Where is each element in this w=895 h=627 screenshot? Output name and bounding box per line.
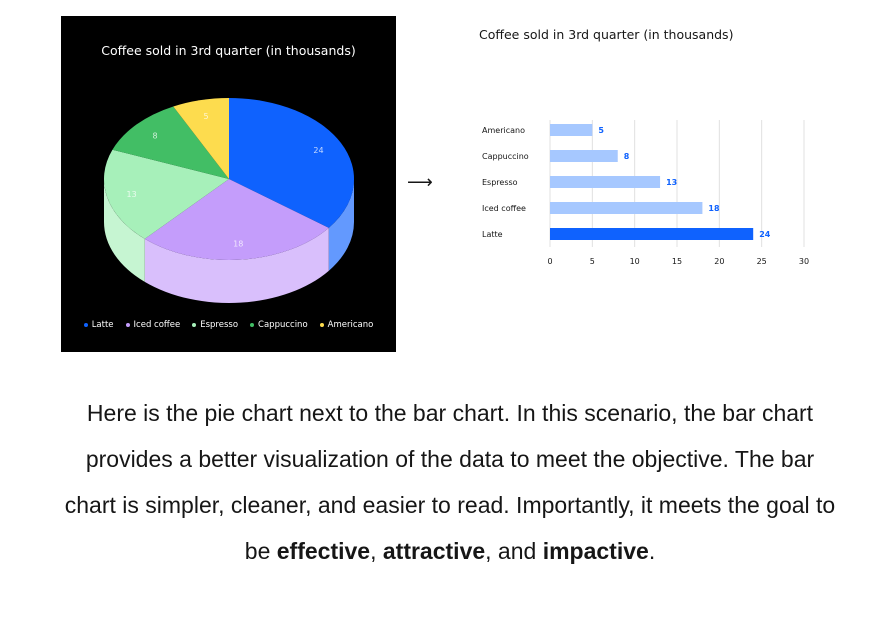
legend-item-cappuccino: Cappuccino xyxy=(250,320,308,330)
x-tick-label: 0 xyxy=(547,257,552,266)
pie-slice-iced-coffee xyxy=(144,179,329,260)
caption-text: , xyxy=(370,538,383,564)
caption-bold-impactive: impactive xyxy=(542,538,649,564)
pie-label-americano: 5 xyxy=(204,112,209,121)
x-tick-label: 30 xyxy=(799,257,809,266)
pie-side-espresso xyxy=(104,179,145,282)
pie-label-cappuccino: 8 xyxy=(153,131,158,140)
legend-dot xyxy=(250,323,255,327)
category-label-cappuccino: Cappuccino xyxy=(482,152,529,161)
pie-chart-legend: Latte Iced coffee Espresso Cappuccino Americ… xyxy=(61,320,396,330)
caption-bold-effective: effective xyxy=(276,538,371,564)
legend-dot xyxy=(192,323,197,327)
right-arrow-icon: ⟶ xyxy=(407,172,433,193)
bar-chart-title: Coffee sold in 3rd quarter (in thousands… xyxy=(479,27,734,42)
legend-label: Americano xyxy=(327,320,374,330)
bar-value-label-espresso: 13 xyxy=(666,178,677,187)
pie-label-espresso: 13 xyxy=(127,190,137,199)
legend-label: Iced coffee xyxy=(133,320,181,330)
caption-bold-attractive: attractive xyxy=(382,538,486,564)
bar-value-label-iced-coffee: 18 xyxy=(708,204,720,213)
pie-side-iced-coffee xyxy=(144,227,329,303)
pie-side-walls xyxy=(104,179,354,303)
pie-slice-americano xyxy=(173,98,229,179)
x-tick-label: 15 xyxy=(672,257,682,266)
legend-label: Latte xyxy=(91,320,114,330)
category-label-americano: Americano xyxy=(482,126,525,135)
legend-label: Espresso xyxy=(200,320,239,330)
legend-item-iced-coffee: Iced coffee xyxy=(125,320,181,330)
pie-chart-title: Coffee sold in 3rd quarter (in thousands… xyxy=(101,43,356,58)
pie-slice-espresso xyxy=(104,149,229,239)
bar-value-label-latte: 24 xyxy=(759,230,771,239)
bar-chart: 0 5 10 15 20 25 30 Americano 5 Cappuccino 8 Espress… xyxy=(482,120,809,266)
bar-latte xyxy=(550,228,754,240)
category-label-espresso: Espresso xyxy=(482,178,518,187)
bar-espresso xyxy=(550,176,661,188)
pie-label-iced-coffee: 18 xyxy=(233,240,243,249)
caption-text: Here is the pie chart next to the bar ch… xyxy=(64,400,836,564)
x-tick-label: 5 xyxy=(590,257,595,266)
category-label-iced-coffee: Iced coffee xyxy=(482,204,526,213)
pie-label-latte: 24 xyxy=(313,146,323,155)
bar-americano xyxy=(550,124,593,136)
x-tick-label: 20 xyxy=(714,257,724,266)
legend-item-americano: Americano xyxy=(319,320,374,330)
pie-chart: 24 18 13 8 5 xyxy=(104,98,354,303)
category-label-latte: Latte xyxy=(482,230,503,239)
bar-iced-coffee xyxy=(550,202,703,214)
caption-text: . xyxy=(648,538,656,564)
legend-dot xyxy=(319,323,324,327)
pie-top-faces xyxy=(104,98,354,260)
bar-value-label-cappuccino: 8 xyxy=(624,152,630,161)
caption-paragraph: Here is the pie chart next to the bar ch… xyxy=(60,390,840,574)
legend-dot xyxy=(125,323,130,327)
bar-value-label-americano: 5 xyxy=(598,126,604,135)
legend-item-espresso: Espresso xyxy=(192,320,238,330)
pie-slice-latte xyxy=(229,98,354,228)
caption-text: , and xyxy=(485,538,543,564)
legend-item-latte: Latte xyxy=(83,320,114,330)
pie-slice-cappuccino xyxy=(112,106,229,179)
x-tick-label: 25 xyxy=(757,257,767,266)
bar-cappuccino xyxy=(550,150,618,162)
pie-side-latte xyxy=(328,179,354,271)
pie-chart-panel: 24 18 13 8 5 Coffee sold in 3rd quarter (in … xyxy=(61,16,396,352)
legend-label: Cappuccino xyxy=(258,320,308,330)
legend-dot xyxy=(83,323,88,327)
x-tick-label: 10 xyxy=(630,257,640,266)
